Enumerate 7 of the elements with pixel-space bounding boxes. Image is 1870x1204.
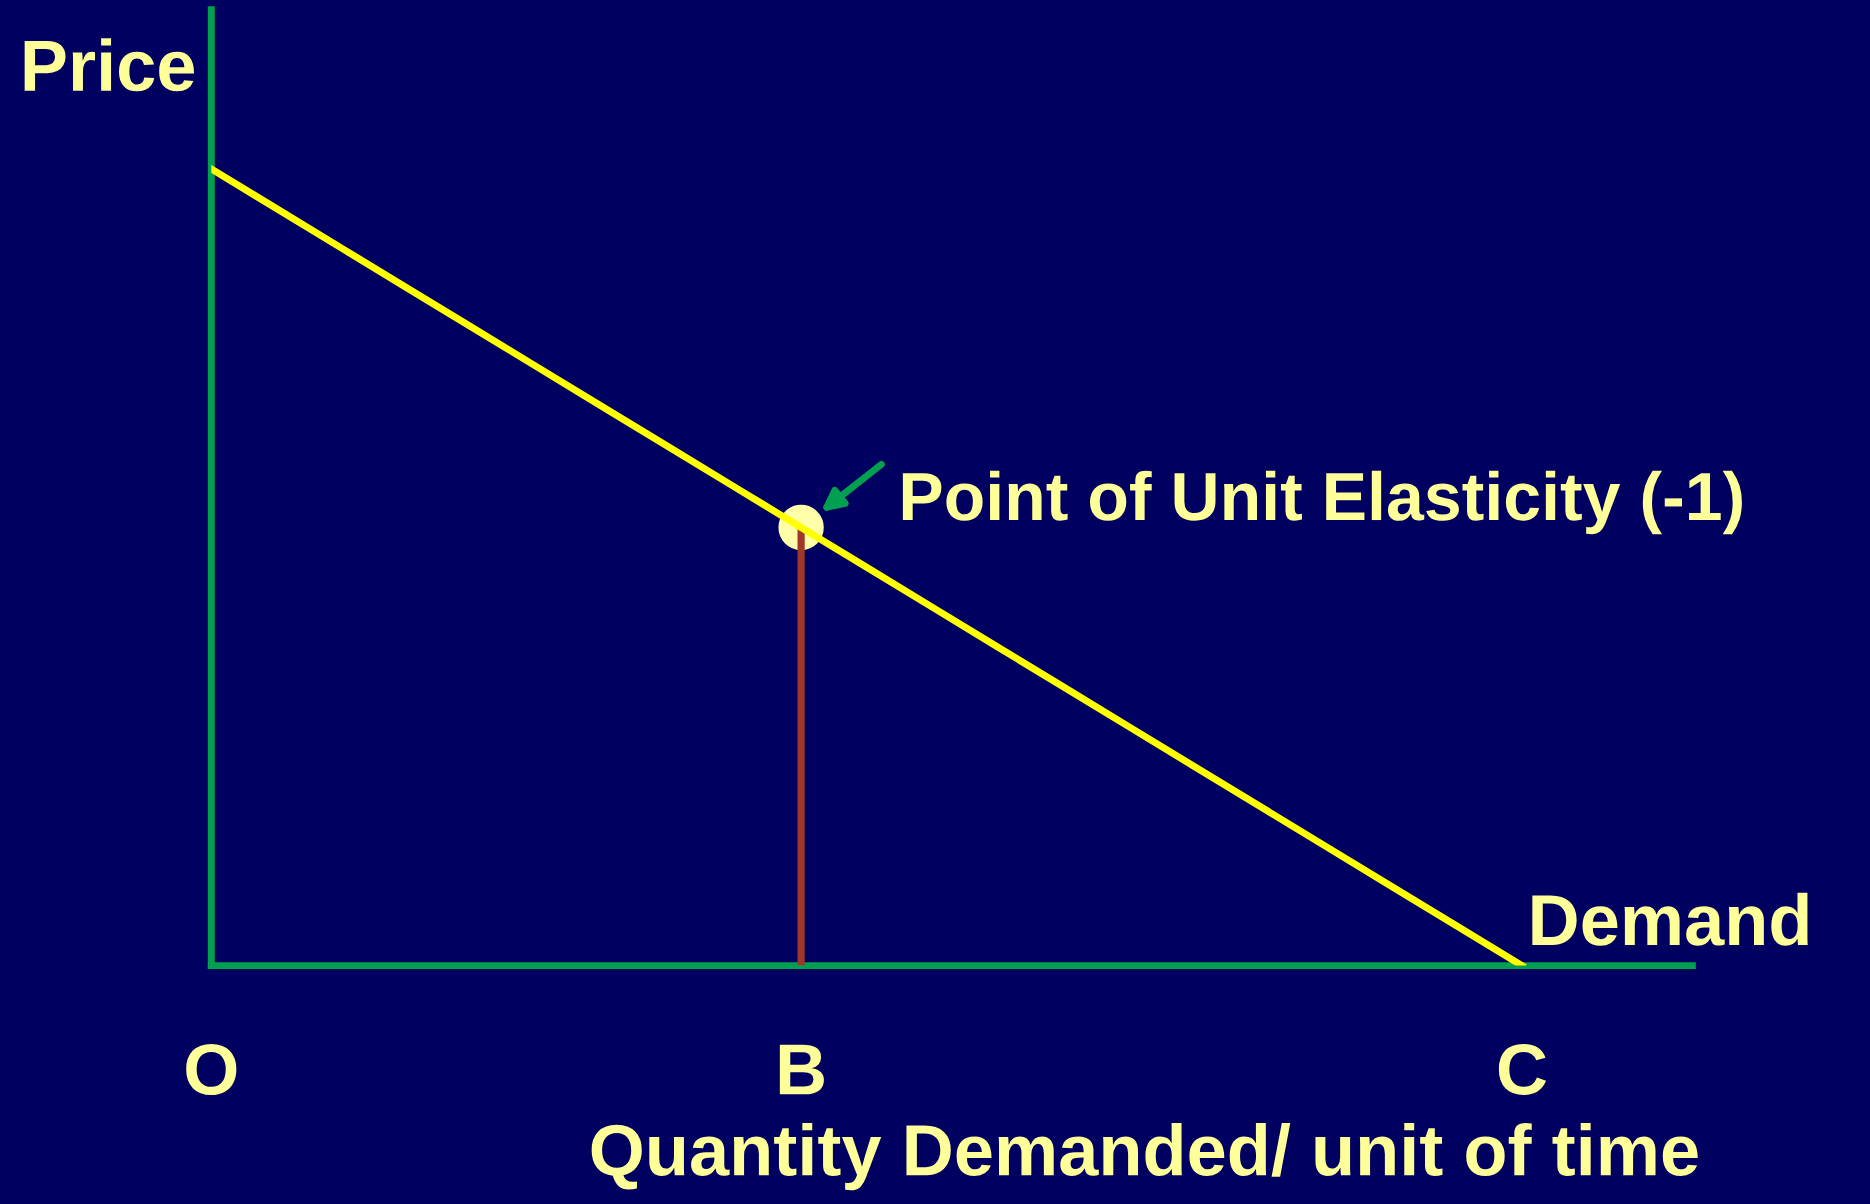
annotation: Point of Unit Elasticity (-1) <box>902 470 1742 535</box>
annotation: Demand <box>1532 892 1808 946</box>
x-tick-label: O <box>186 1043 237 1096</box>
x-tick-label: C <box>1498 1043 1547 1096</box>
y-axis-title: Price <box>24 38 195 92</box>
x-axis-title: Quantity Demanded/ unit of time <box>591 1122 1698 1191</box>
x-tick-label: B <box>779 1044 824 1095</box>
